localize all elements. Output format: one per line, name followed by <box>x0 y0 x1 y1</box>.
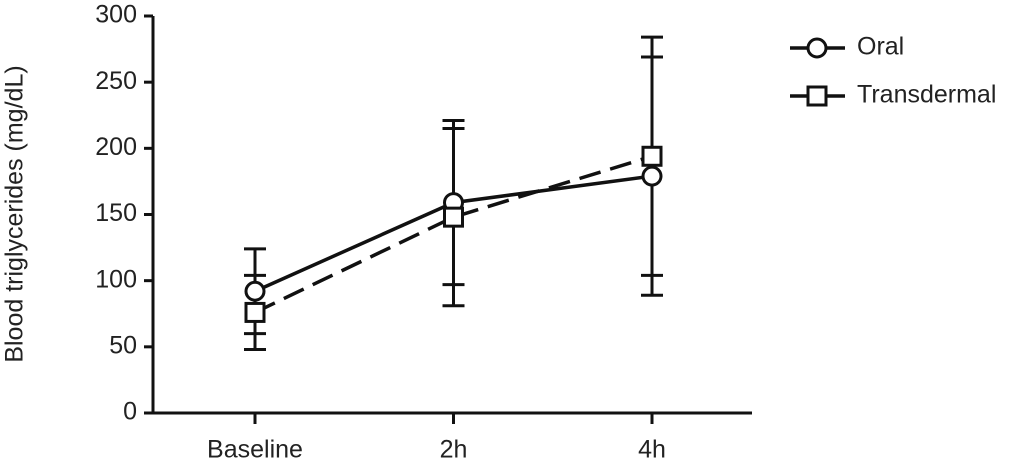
marker <box>641 145 663 167</box>
marker <box>244 280 266 302</box>
y-tick-label: 100 <box>95 265 137 293</box>
x-tick-label: Baseline <box>207 436 303 464</box>
marker <box>244 301 266 323</box>
legend-label: Oral <box>857 33 904 61</box>
legend-marker <box>806 85 828 107</box>
y-tick-label: 250 <box>95 67 137 95</box>
legend-label: Transdermal <box>857 81 996 109</box>
legend-marker <box>806 37 828 59</box>
y-tick-label: 200 <box>95 133 137 161</box>
y-tick-label: 150 <box>95 199 137 227</box>
y-axis-label: Blood triglycerides (mg/dL) <box>1 65 29 362</box>
x-tick-label: 2h <box>440 436 468 464</box>
y-tick-label: 0 <box>123 398 137 426</box>
y-tick-label: 50 <box>109 331 137 359</box>
x-tick-label: 4h <box>638 436 666 464</box>
marker <box>443 206 464 228</box>
marker <box>641 165 663 187</box>
series-line <box>254 154 653 315</box>
y-tick-label: 300 <box>95 1 137 29</box>
